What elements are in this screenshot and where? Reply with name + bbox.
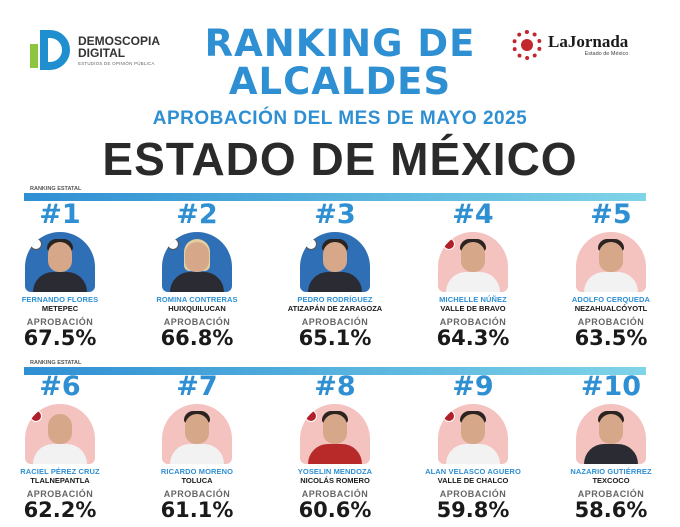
section-label-top: RANKING ESTATAL: [30, 186, 82, 192]
mayor-name: ROMINA CONTRERAS: [156, 295, 238, 304]
mayor-card: #10 NAZARIO GUTIÉRREZ TEXCOCO APROBACIÓN…: [556, 371, 666, 522]
rank-number: #1: [39, 199, 81, 230]
rank-number: #2: [176, 199, 218, 230]
approval-percent: 63.5%: [574, 326, 648, 350]
approval-label: APROBACIÓN: [163, 317, 231, 327]
section-bar-top: [24, 193, 646, 201]
approval-label: APROBACIÓN: [439, 489, 507, 499]
mayor-name: MICHELLE NÚÑEZ: [439, 295, 507, 304]
mayor-name: FERNANDO FLORES: [21, 295, 99, 304]
municipality: NEZAHUALCÓYOTL: [574, 304, 648, 313]
approval-percent: 62.2%: [23, 498, 97, 522]
mayor-photo: [300, 232, 370, 292]
mayor-card: #7 RICARDO MORENO TOLUCA APROBACIÓN 61.1…: [142, 371, 252, 522]
mayor-name: RICARDO MORENO: [160, 467, 234, 476]
party-logo-icon: [305, 238, 317, 250]
municipality: TOLUCA: [181, 476, 213, 485]
mayor-card: #5 ADOLFO CERQUEDA NEZAHUALCÓYOTL APROBA…: [556, 199, 666, 350]
party-logo-icon: [305, 410, 317, 422]
demoscopia-mark-icon: [30, 30, 72, 70]
demoscopia-logo: DEMOSCOPIA DIGITAL ESTUDIOS DE OPINIÓN P…: [30, 30, 160, 70]
mayor-card: #4 MICHELLE NÚÑEZ VALLE DE BRAVO APROBAC…: [418, 199, 528, 350]
approval-percent: 60.6%: [298, 498, 372, 522]
approval-percent: 66.8%: [160, 326, 234, 350]
mayor-photo: [438, 404, 508, 464]
page-title-line1: RANKING DE: [204, 22, 476, 65]
mayor-card: #1 FERNANDO FLORES METEPEC APROBACIÓN 67…: [5, 199, 115, 350]
approval-label: APROBACIÓN: [163, 489, 231, 499]
rank-number: #6: [39, 371, 81, 402]
page-title-line2: ALCALDES: [228, 60, 452, 103]
party-logo-icon: [30, 410, 42, 422]
municipality: HUIXQUILUCAN: [168, 304, 226, 313]
mayor-photo: [25, 232, 95, 292]
mayor-name: ALAN VELASCO AGUERO: [425, 467, 521, 476]
municipality: VALLE DE CHALCO: [437, 476, 509, 485]
rank-number: #7: [176, 371, 218, 402]
municipality: METEPEC: [41, 304, 79, 313]
approval-label: APROBACIÓN: [577, 317, 645, 327]
approval-label: APROBACIÓN: [439, 317, 507, 327]
municipality: NICOLÁS ROMERO: [300, 476, 370, 485]
party-logo-icon: [443, 238, 455, 250]
mayor-card: #9 ALAN VELASCO AGUERO VALLE DE CHALCO A…: [418, 371, 528, 522]
mayor-name: RACIEL PÉREZ CRUZ: [20, 467, 100, 476]
rank-number: #9: [452, 371, 494, 402]
party-logo-icon: [30, 238, 42, 250]
rank-number: #3: [314, 199, 356, 230]
mayor-photo: [576, 232, 646, 292]
brand-name-line1: DEMOSCOPIA: [78, 33, 161, 48]
approval-percent: 59.8%: [436, 498, 510, 522]
brand-name-line2: DIGITAL: [78, 45, 126, 60]
approval-percent: 64.3%: [436, 326, 510, 350]
approval-label: APROBACIÓN: [26, 489, 94, 499]
section-label-bottom: RANKING ESTATAL: [30, 360, 82, 366]
mayor-card: #3 PEDRO RODRÍGUEZ ATIZAPÁN DE ZARAGOZA …: [280, 199, 390, 350]
mayor-name: YOSELIN MENDOZA: [297, 467, 373, 476]
party-logo-icon: [443, 410, 455, 422]
party-logo-icon: [167, 238, 179, 250]
rank-number: #4: [452, 199, 494, 230]
approval-percent: 65.1%: [298, 326, 372, 350]
approval-percent: 67.5%: [23, 326, 97, 350]
mayor-photo: [300, 404, 370, 464]
page-subtitle: APROBACIÓN DEL MES DE MAYO 2025: [152, 108, 528, 129]
mayor-photo: [162, 232, 232, 292]
section-bar-bottom: [24, 367, 646, 375]
lajornada-logo: LaJornada Estado de México: [512, 30, 628, 60]
municipality: ATIZAPÁN DE ZARAGOZA: [287, 304, 383, 313]
lajornada-seal-icon: [512, 30, 542, 60]
mayor-photo: [162, 404, 232, 464]
rank-number: #10: [580, 371, 642, 402]
approval-label: APROBACIÓN: [577, 489, 645, 499]
municipality: TLALNEPANTLA: [30, 476, 90, 485]
lajornada-name: LaJornada: [548, 32, 629, 51]
mayor-name: PEDRO RODRÍGUEZ: [297, 295, 373, 304]
brand-tagline: ESTUDIOS DE OPINIÓN PÚBLICA: [78, 60, 155, 66]
mayor-name: NAZARIO GUTIÉRREZ: [570, 467, 652, 476]
mayor-card: #2 ROMINA CONTRERAS HUIXQUILUCAN APROBAC…: [142, 199, 252, 350]
lajornada-tagline: Estado de México: [584, 51, 629, 57]
mayor-name: ADOLFO CERQUEDA: [571, 295, 651, 304]
rank-number: #5: [590, 199, 632, 230]
mayor-photo: [438, 232, 508, 292]
mayor-photo: [25, 404, 95, 464]
municipality: VALLE DE BRAVO: [440, 304, 506, 313]
mayor-card: #8 YOSELIN MENDOZA NICOLÁS ROMERO APROBA…: [280, 371, 390, 522]
municipality: TEXCOCO: [592, 476, 630, 485]
approval-percent: 61.1%: [160, 498, 234, 522]
rank-number: #8: [314, 371, 356, 402]
state-heading: ESTADO DE MÉXICO: [102, 133, 578, 185]
approval-label: APROBACIÓN: [301, 489, 369, 499]
approval-label: APROBACIÓN: [26, 317, 94, 327]
mayor-card: #6 RACIEL PÉREZ CRUZ TLALNEPANTLA APROBA…: [5, 371, 115, 522]
approval-percent: 58.6%: [574, 498, 648, 522]
approval-label: APROBACIÓN: [301, 317, 369, 327]
mayor-photo: [576, 404, 646, 464]
